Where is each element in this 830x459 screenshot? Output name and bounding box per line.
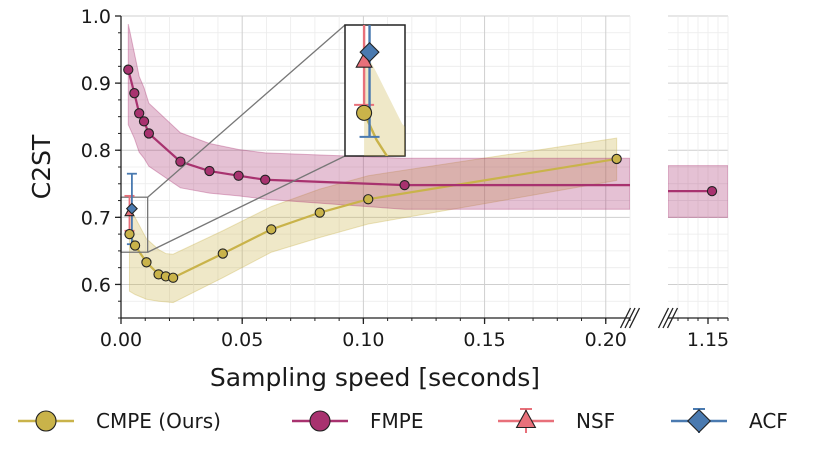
cmpe-ours-point [266, 224, 277, 235]
zoom-inset-content [354, 25, 405, 156]
y-tick-label: 0.9 [81, 73, 111, 95]
cmpe-ours-point [124, 228, 135, 240]
fmpe-point [233, 170, 244, 181]
fmpe-point [134, 108, 145, 119]
x-tick-label: 0.00 [100, 329, 142, 351]
fmpe-confidence-band [127, 23, 630, 210]
cmpe-inset-band [364, 48, 405, 156]
axis-break-mark [628, 307, 641, 329]
y-tick-label: 0.7 [81, 207, 111, 229]
fmpe-point [175, 156, 186, 167]
fmpe-point [143, 128, 155, 139]
legend-item-nsf: NSF [498, 408, 615, 433]
fmpe-point [260, 174, 271, 185]
y-tick-label: 0.8 [81, 140, 111, 162]
y-tick-label: 0.6 [81, 274, 111, 296]
fmpe-point [399, 179, 410, 191]
axis-break-mark [657, 307, 670, 329]
cmpe-ours-point [141, 257, 152, 268]
x-axis-title: Sampling speed [seconds] [210, 363, 540, 392]
x-tick-label: 0.10 [342, 329, 384, 351]
zoom-connector [147, 155, 346, 253]
legend-label: CMPE (Ours) [96, 409, 221, 433]
cmpe-ours-point [167, 272, 179, 283]
cmpe-ours-point [314, 207, 325, 218]
cmpe-ours-point [363, 194, 374, 205]
axis-break-mark [624, 307, 636, 329]
legend-item-acf: ACF [671, 408, 788, 434]
x-tick-label: 0.15 [463, 329, 505, 351]
legend-label: FMPE [370, 409, 423, 433]
fmpe-point [706, 186, 718, 197]
y-axis-title: C2ST [27, 134, 56, 199]
fmpe-point [204, 165, 215, 177]
zoom-inset [344, 24, 406, 157]
fmpe-point [138, 116, 150, 127]
axis-break-mark [619, 307, 632, 329]
x-tick-label: 0.05 [221, 329, 263, 351]
acf-point [125, 202, 138, 215]
legend-label: ACF [749, 409, 788, 433]
data-markers [123, 64, 718, 283]
legend-item-fmpe: FMPE [292, 409, 423, 433]
legend-item-cmpe-ours: CMPE (Ours) [18, 409, 221, 433]
zoom-connector [147, 24, 346, 198]
fmpe-point [129, 88, 140, 99]
cmpe-inset-point [356, 104, 373, 121]
legend-marker [309, 410, 331, 432]
cmpe-ours-point [217, 248, 228, 259]
acf-inset-point [359, 42, 380, 63]
legend-label: NSF [576, 409, 615, 433]
axes: 0.6 0.7 0.8 0.9 1.0 0.00 0.05 0.10 0.15 0.20 1.15 [81, 6, 729, 351]
cmpe-ours-point [611, 153, 622, 165]
fmpe-point [123, 64, 134, 75]
legend-marker [35, 410, 57, 432]
x-tick-label: 1.15 [687, 329, 729, 351]
x-tick-label: 0.20 [585, 329, 627, 351]
axis-break-mark [666, 307, 679, 329]
legend-marker [686, 408, 712, 434]
cmpe-ours-point [129, 240, 141, 251]
legend: CMPE (Ours) FMPE NSF ACF [18, 408, 788, 434]
y-tick-label: 1.0 [81, 6, 111, 28]
legend-marker [515, 409, 537, 429]
axis-break-mark [662, 307, 674, 329]
